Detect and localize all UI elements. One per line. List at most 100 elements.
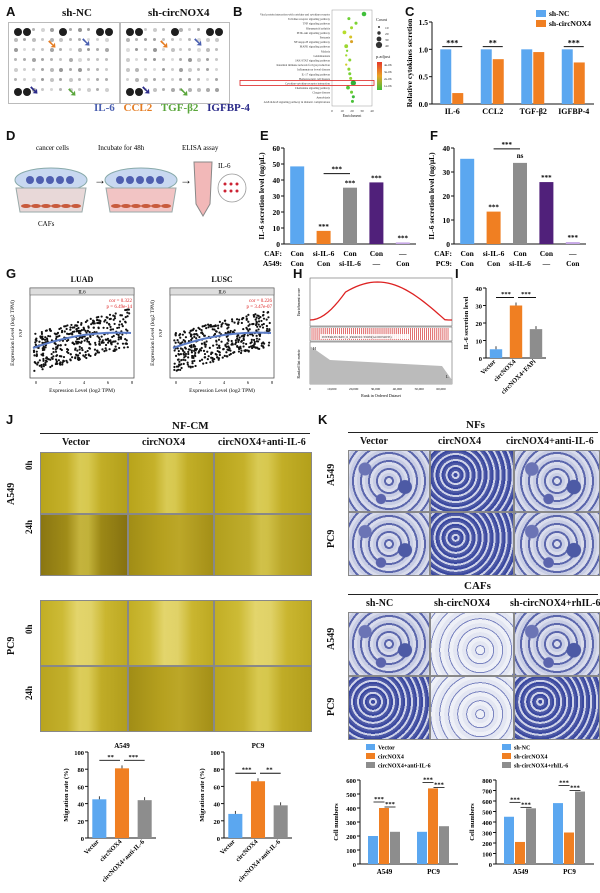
scatter-point — [184, 359, 186, 361]
scatter-point — [212, 328, 214, 330]
bar — [368, 836, 378, 864]
scatter-point — [191, 351, 193, 353]
scatter-point — [183, 339, 185, 341]
panel-label-k: K — [318, 412, 327, 427]
scatter-point — [218, 332, 220, 334]
scatter-point — [231, 340, 233, 342]
caf-cell — [141, 204, 151, 208]
arrow-icon: → — [180, 173, 192, 187]
y-strip-label: FAP — [18, 329, 23, 337]
array-spot — [144, 68, 147, 71]
y-axis-label: Relative cytokines secretion — [405, 18, 414, 107]
scatter-point — [101, 341, 103, 343]
y-tick-label: 40 — [214, 802, 221, 809]
scatter-point — [240, 352, 242, 354]
y-tick-label: 10 — [443, 216, 451, 225]
legend-swatch — [502, 744, 511, 750]
sig-label: *** — [510, 796, 520, 803]
panel-a-cond2: sh-circNOX4 — [148, 7, 210, 19]
transwell-image — [430, 612, 514, 676]
array-spot — [197, 28, 200, 31]
scatter-point — [201, 343, 203, 345]
scatter-point — [55, 358, 57, 360]
scatter-point — [174, 363, 176, 365]
scatter-point — [37, 361, 39, 363]
scatter-point — [202, 363, 204, 365]
scatter-point — [174, 349, 176, 351]
array-spot — [135, 68, 139, 72]
scatter-point — [42, 338, 44, 340]
scatter-point — [110, 318, 112, 320]
sig-label: *** — [559, 780, 569, 787]
condition-label: Con — [487, 259, 501, 268]
array-spot — [126, 68, 130, 72]
dish-body — [16, 188, 86, 212]
scatter-point — [258, 320, 260, 322]
array-spot — [126, 78, 129, 81]
scatter-point — [201, 331, 203, 333]
scatter-point — [254, 341, 256, 343]
y-tick-label: 0 — [479, 356, 482, 363]
scatter-point — [216, 343, 218, 345]
legend-label: sh-circNOX4 — [549, 19, 591, 28]
scatter-point — [184, 331, 186, 333]
il6-particle — [236, 190, 239, 193]
array-spot — [179, 78, 182, 81]
array-spot — [69, 78, 73, 82]
scatter-point — [107, 338, 109, 340]
array-spot — [96, 78, 99, 81]
scatter-point — [209, 361, 211, 363]
array-spot — [188, 28, 191, 31]
array-spot — [96, 68, 99, 71]
bar — [460, 159, 474, 244]
array-spot — [144, 28, 147, 31]
scatter-point — [210, 357, 212, 359]
scatter-point — [89, 336, 91, 338]
bar — [562, 49, 573, 104]
array-spot — [206, 88, 210, 92]
scatter-point — [260, 320, 262, 322]
array-spot — [162, 68, 165, 71]
scatter-point — [247, 314, 249, 316]
x-tick-label: 4 — [223, 380, 226, 385]
bar — [290, 166, 304, 244]
array-spot — [78, 58, 82, 62]
scatter-point — [180, 347, 182, 349]
y-tick-label: 20 — [273, 208, 281, 217]
bar — [504, 817, 514, 864]
array-spot — [135, 58, 138, 61]
y-tick-label: 200 — [482, 841, 492, 848]
legend-count-label: 20 — [385, 32, 389, 36]
scatter-point — [231, 320, 233, 322]
legend-swatch — [366, 753, 375, 759]
kegg-dot — [352, 95, 355, 98]
scatter-point — [232, 331, 234, 333]
scatter-point — [79, 352, 81, 354]
kegg-dot — [347, 17, 350, 20]
caf-cell — [161, 204, 171, 208]
bar — [369, 182, 383, 244]
scatter-point — [262, 326, 264, 328]
scatter-point — [247, 334, 249, 336]
scatter-point — [99, 320, 101, 322]
scatter-point — [177, 369, 179, 371]
kegg-term-label: MAPK signaling pathway — [300, 45, 331, 49]
scatter-point — [74, 349, 76, 351]
caf-cell — [111, 204, 121, 208]
scatter-point — [77, 357, 79, 359]
bar — [481, 49, 492, 104]
bar — [493, 59, 504, 104]
scatter-point — [267, 316, 269, 318]
scatter-point — [66, 351, 68, 353]
y-tick-label: 0 — [353, 862, 356, 869]
scatter-point — [61, 331, 63, 333]
array-spot — [162, 58, 165, 61]
scatter-point — [78, 338, 80, 340]
legend-count-title: Count — [376, 17, 388, 22]
scatter-point — [79, 330, 81, 332]
sig-label: *** — [434, 781, 444, 788]
scatter-point — [78, 341, 80, 343]
kegg-term-label: Rheumatoid arthritis — [306, 26, 331, 30]
sig-label: *** — [488, 204, 499, 212]
array-spot — [153, 28, 157, 32]
